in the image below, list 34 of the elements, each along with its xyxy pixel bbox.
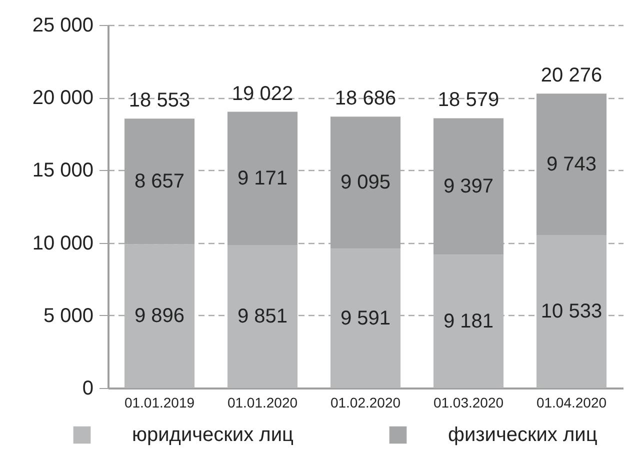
x-tick-label: 01.02.2020 — [330, 394, 401, 410]
bar — [330, 248, 401, 388]
total-label: 20 276 — [540, 64, 602, 87]
bar — [433, 254, 504, 388]
bar — [536, 94, 607, 236]
data-label: 9 591 — [340, 307, 391, 330]
data-label: 9 743 — [546, 153, 597, 176]
total-label: 19 022 — [232, 82, 294, 105]
legend-label: юридических лиц — [132, 424, 294, 446]
data-label: 9 181 — [443, 310, 494, 332]
y-tick-label: 20 000 — [32, 87, 94, 110]
y-tick-label: 0 — [82, 378, 94, 400]
x-tick-label: 01.01.2020 — [227, 394, 298, 410]
data-label: 10 533 — [540, 300, 602, 323]
bar — [227, 244, 298, 388]
x-tick-label: 01.03.2020 — [433, 394, 504, 410]
bar — [124, 244, 195, 388]
y-tick-label: 10 000 — [32, 232, 94, 254]
data-label: 9 896 — [134, 305, 185, 328]
y-tick-label: 5 000 — [43, 304, 94, 327]
data-label: 9 851 — [237, 305, 288, 328]
data-label: 9 095 — [340, 172, 391, 194]
legend-label: физических лиц — [448, 424, 598, 446]
total-label: 18 686 — [334, 88, 396, 110]
total-label: 18 553 — [128, 90, 190, 112]
x-tick-label: 01.04.2020 — [536, 394, 607, 410]
data-label: 9 397 — [443, 175, 494, 198]
x-tick-label: 01.01.2019 — [124, 394, 195, 410]
y-tick-label: 25 000 — [32, 14, 94, 36]
data-label: 9 171 — [237, 167, 288, 190]
bar — [536, 235, 607, 388]
total-label: 18 579 — [438, 89, 500, 112]
y-tick-label: 15 000 — [32, 160, 94, 182]
data-label: 8 657 — [134, 170, 185, 192]
